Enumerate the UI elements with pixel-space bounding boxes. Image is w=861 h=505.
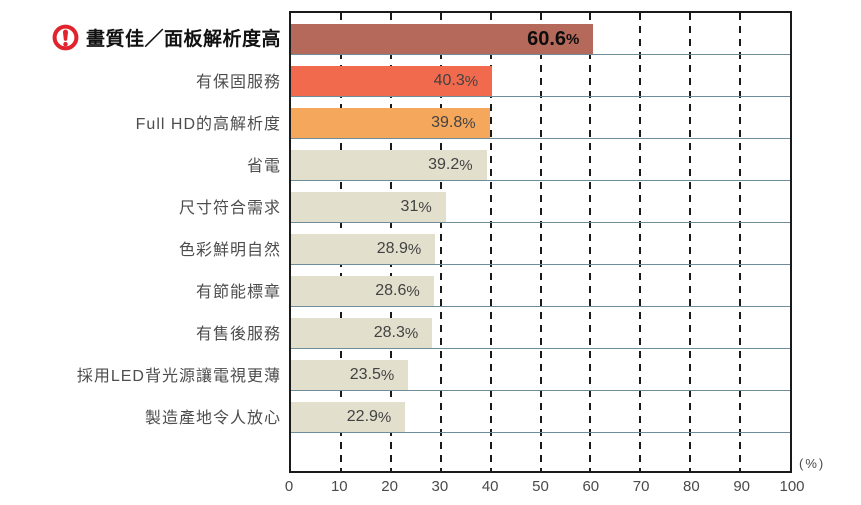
category-label: 尺寸符合需求 <box>0 179 281 221</box>
bar-value: 40.3 <box>433 72 465 89</box>
alert-exclamation-icon <box>52 24 79 51</box>
category-label: 有售後服務 <box>0 305 281 347</box>
category-label: 有保固服務 <box>0 53 281 95</box>
bar-row: 39.8% <box>291 97 790 139</box>
x-tick-label: 80 <box>683 478 700 495</box>
x-tick-label: 70 <box>632 478 650 495</box>
gridline-vertical <box>539 13 542 471</box>
x-tick-label: 50 <box>532 478 549 495</box>
bar-row: 31% <box>291 181 790 223</box>
bar-row: 60.6% <box>291 13 790 55</box>
category-label-text: 有售後服務 <box>195 325 281 343</box>
x-tick-label: 60 <box>582 478 600 495</box>
bar-value-unit: % <box>406 282 420 300</box>
bar: 39.8% <box>291 108 490 138</box>
gridline-vertical <box>689 13 692 471</box>
gridline-vertical <box>439 13 442 471</box>
category-label: Full HD的高解析度 <box>0 95 281 137</box>
bar-value: 31 <box>400 198 419 215</box>
bar: 39.2% <box>291 150 487 180</box>
x-tick-label: 90 <box>733 478 751 495</box>
bar-row: 23.5% <box>291 349 790 391</box>
bar: 22.9% <box>291 402 406 432</box>
bar-value: 28.9 <box>376 240 408 257</box>
bar-value: 39.2 <box>428 156 460 173</box>
plot-area: 60.6% 40.3% 39.8% 39.2% 31% 28.9% 28.6% 28.3% 23… <box>289 11 792 473</box>
gridline-vertical <box>589 13 592 471</box>
bar: 31% <box>291 192 446 222</box>
category-label-text: 採用LED背光源讓電視更薄 <box>76 367 281 385</box>
bar-value-unit: % <box>566 30 580 48</box>
x-tick-label: 10 <box>330 478 348 495</box>
x-tick-label: 0 <box>284 478 294 495</box>
bar-value-unit: % <box>418 198 432 216</box>
bar-row: 22.9% <box>291 391 790 433</box>
category-label-text: 尺寸符合需求 <box>178 199 281 217</box>
bar-value: 28.3 <box>373 324 405 341</box>
bar-rows: 60.6% 40.3% 39.8% 39.2% 31% 28.9% 28.6% 28.3% 23… <box>291 13 790 433</box>
bar-value: 22.9 <box>346 408 378 425</box>
bar: 60.6% <box>291 24 594 54</box>
bar-value: 23.5 <box>349 366 381 383</box>
category-label-text: 製造產地令人放心 <box>144 409 281 427</box>
bar: 28.3% <box>291 318 433 348</box>
bar: 23.5% <box>291 360 409 390</box>
bar-value-unit: % <box>380 366 395 384</box>
gridline-vertical <box>739 13 742 471</box>
category-label-text: 省電 <box>246 157 281 175</box>
category-label: 製造產地令人放心 <box>0 389 281 431</box>
bar-value-unit: % <box>407 240 422 258</box>
bar-row: 28.9% <box>291 223 790 265</box>
gridline-vertical <box>489 13 492 471</box>
bar-value-unit: % <box>377 408 392 426</box>
gridline-vertical <box>639 13 642 471</box>
bar-value: 28.6 <box>375 282 407 299</box>
bar-value-unit: % <box>462 114 476 132</box>
category-label-text: 色彩鮮明自然 <box>178 241 281 259</box>
category-label-text: 畫質佳／面板解析度高 <box>85 29 281 50</box>
x-tick-label: 20 <box>381 478 398 495</box>
bar-value-unit: % <box>459 156 473 174</box>
axis-unit-label: (%) <box>799 456 826 471</box>
x-tick-label: 40 <box>481 478 499 495</box>
bar-value: 60.6 <box>527 27 567 50</box>
category-label-text: 有保固服務 <box>195 73 281 91</box>
x-axis: 0 10 20 30 40 50 60 70 80 90 100 <box>285 478 805 500</box>
category-label-column: 畫質佳／面板解析度高有保固服務 Full HD的高解析度省電尺寸符合需求 色彩鮮明自… <box>0 11 281 431</box>
bar: 28.6% <box>291 276 434 306</box>
bar-row: 40.3% <box>291 55 790 97</box>
x-tick-label: 100 <box>779 478 805 495</box>
bar-value: 39.8 <box>431 114 463 131</box>
bar-value-unit: % <box>464 72 479 90</box>
category-label-text: Full HD的高解析度 <box>135 115 281 133</box>
bar-value-unit: % <box>404 324 419 342</box>
bar-row: 28.3% <box>291 307 790 349</box>
category-label: 有節能標章 <box>0 263 281 305</box>
bar-row: 28.6% <box>291 265 790 307</box>
category-label: 色彩鮮明自然 <box>0 221 281 263</box>
bar: 40.3% <box>291 66 493 96</box>
x-tick-label: 30 <box>431 478 449 495</box>
category-label-text: 有節能標章 <box>195 283 281 301</box>
category-label: 省電 <box>0 137 281 179</box>
category-label: 畫質佳／面板解析度高 <box>0 11 281 53</box>
category-label: 採用LED背光源讓電視更薄 <box>0 347 281 389</box>
bar: 28.9% <box>291 234 436 264</box>
bar-row: 39.2% <box>291 139 790 181</box>
